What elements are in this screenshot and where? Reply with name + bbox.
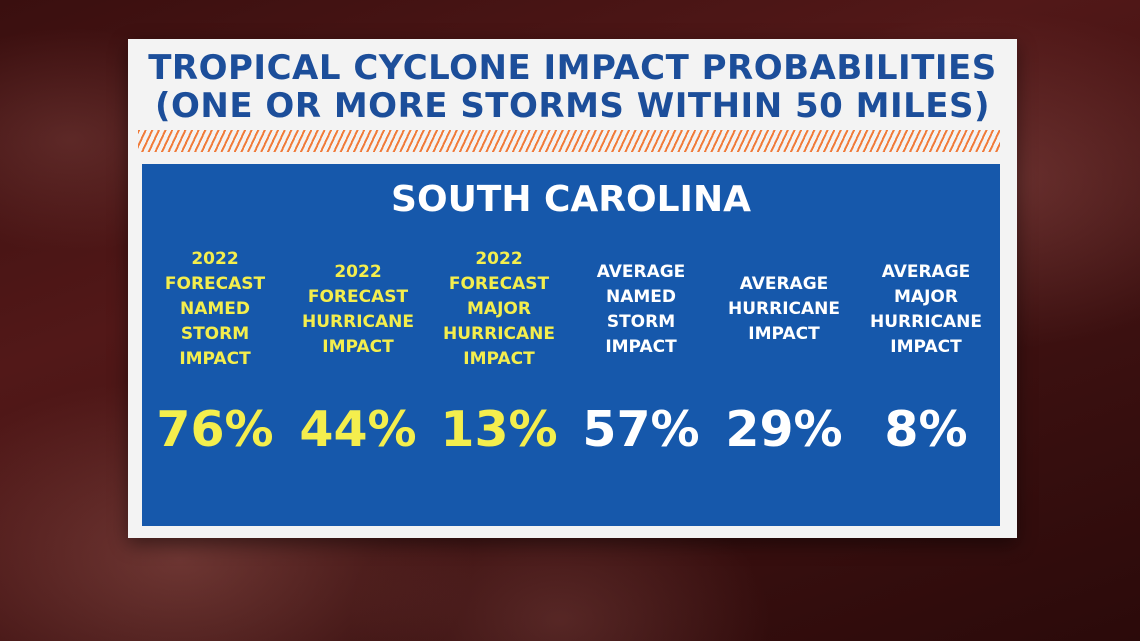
column-label: 2022 FORECAST NAMED STORM IMPACT: [164, 249, 266, 369]
column-label: AVERAGE NAMED STORM IMPACT: [596, 261, 686, 357]
column-value: 8%: [884, 401, 968, 458]
column-forecast-named-storm: 2022 FORECAST NAMED STORM IMPACT 76%: [146, 242, 284, 512]
orange-hatch-divider: [138, 130, 1000, 152]
column-average-named-storm: AVERAGE NAMED STORM IMPACT 57%: [572, 242, 710, 512]
column-value: 13%: [440, 401, 558, 458]
column-value: 57%: [582, 401, 700, 458]
column-average-hurricane: AVERAGE HURRICANE IMPACT 29%: [715, 242, 853, 512]
column-value: 76%: [156, 401, 274, 458]
column-value: 29%: [725, 401, 843, 458]
column-forecast-hurricane: 2022 FORECAST HURRICANE IMPACT 44%: [289, 242, 427, 512]
column-label: 2022 FORECAST HURRICANE IMPACT: [301, 261, 414, 357]
data-table-panel: SOUTH CAROLINA 2022 FORECAST NAMED STORM…: [142, 164, 1000, 526]
column-average-major-hurricane: AVERAGE MAJOR HURRICANE IMPACT 8%: [857, 242, 995, 512]
column-label: 2022 FORECAST MAJOR HURRICANE IMPACT: [442, 249, 555, 369]
column-forecast-major-hurricane: 2022 FORECAST MAJOR HURRICANE IMPACT 13%: [430, 242, 568, 512]
graphic-title: TROPICAL CYCLONE IMPACT PROBABILITIES (O…: [148, 48, 997, 126]
state-heading: SOUTH CAROLINA: [391, 179, 751, 220]
column-label: AVERAGE HURRICANE IMPACT: [727, 274, 840, 344]
column-value: 44%: [299, 401, 417, 458]
column-label: AVERAGE MAJOR HURRICANE IMPACT: [869, 261, 982, 357]
graphic-panel: TROPICAL CYCLONE IMPACT PROBABILITIES (O…: [128, 39, 1017, 538]
